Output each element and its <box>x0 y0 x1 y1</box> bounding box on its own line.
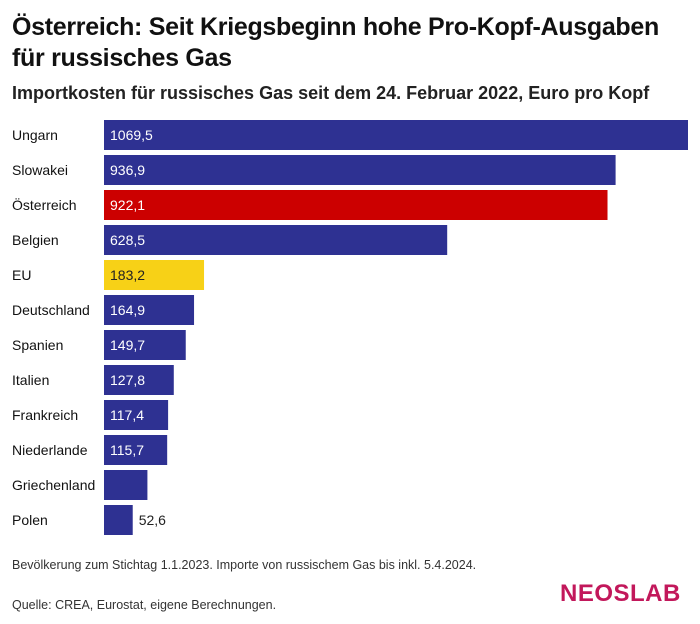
bar <box>104 120 688 150</box>
data-label: 117,4 <box>110 407 144 423</box>
bar <box>104 470 148 500</box>
category-label: Belgien <box>12 232 59 248</box>
data-label: 52,6 <box>139 512 166 528</box>
data-label: 149,7 <box>110 337 145 353</box>
source-note: Quelle: CREA, Eurostat, eigene Berechnun… <box>12 598 277 612</box>
category-label: Ungarn <box>12 127 58 143</box>
category-label: Slowakei <box>12 162 68 178</box>
data-label: 1069,5 <box>110 127 153 143</box>
bar <box>104 365 174 395</box>
bar <box>104 330 186 360</box>
category-label: Spanien <box>12 337 63 353</box>
bar <box>104 190 608 220</box>
bar <box>104 260 205 290</box>
data-label: 183,2 <box>110 267 145 283</box>
bar <box>104 435 168 465</box>
category-label: EU <box>12 267 31 283</box>
data-label: 127,8 <box>110 372 145 388</box>
data-label: 164,9 <box>110 302 145 318</box>
chart-title: Österreich: Seit Kriegsbeginn hohe Pro-K… <box>12 13 659 72</box>
category-label: Polen <box>12 512 48 528</box>
bar <box>104 155 616 185</box>
neos-lab-logo: NEOSLAB <box>560 580 681 608</box>
data-label: 922,1 <box>110 197 145 213</box>
footnote: Bevölkerung zum Stichtag 1.1.2023. Impor… <box>12 558 477 572</box>
data-label: 115,7 <box>110 442 144 458</box>
category-label: Griechenland <box>12 477 95 493</box>
category-label: Italien <box>12 372 49 388</box>
bar <box>104 400 169 430</box>
data-label: 628,5 <box>110 232 145 248</box>
data-label: 79,5 <box>153 477 180 493</box>
logo-part-neos: NEOS <box>560 580 631 607</box>
category-label: Deutschland <box>12 302 90 318</box>
category-label: Niederlande <box>12 442 88 458</box>
chart-subtitle: Importkosten für russisches Gas seit dem… <box>12 83 650 103</box>
data-label: 936,9 <box>110 162 145 178</box>
bar-chart: Ungarn 1069,5 Slowakei 936,9 Österreich 922,1… <box>12 120 688 535</box>
bar <box>104 505 133 535</box>
category-label: Frankreich <box>12 407 78 423</box>
category-label: Österreich <box>12 196 77 213</box>
bar <box>104 225 448 255</box>
logo-part-lab: LAB <box>630 580 681 607</box>
bar <box>104 295 195 325</box>
